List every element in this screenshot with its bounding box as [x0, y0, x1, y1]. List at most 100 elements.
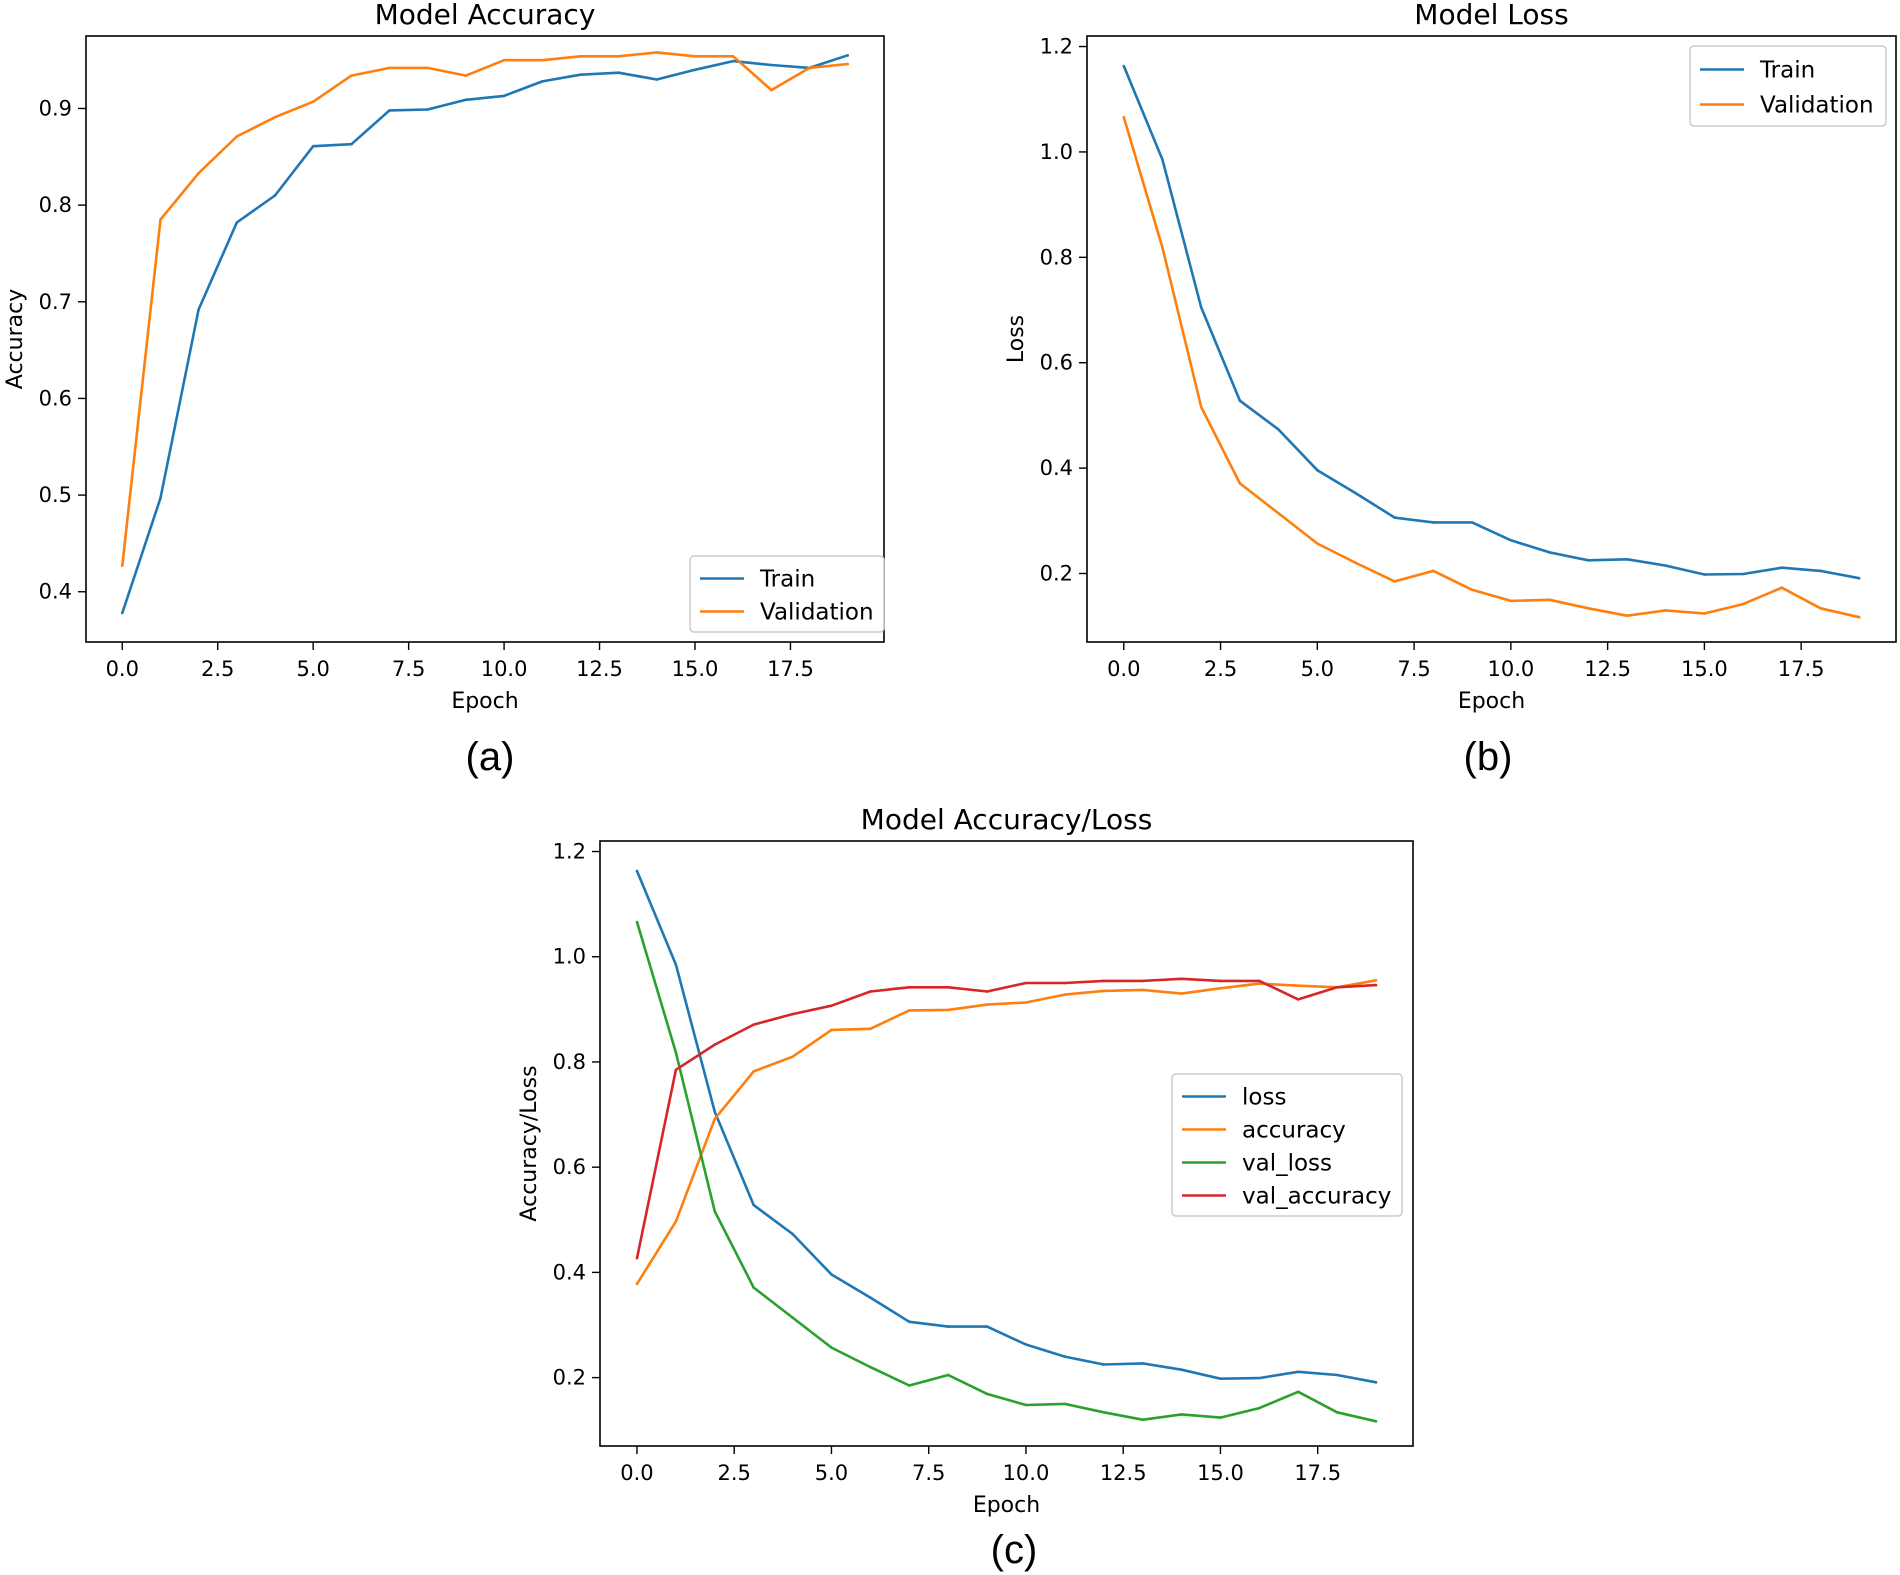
data-point-val_accuracy: [1296, 998, 1300, 1001]
series-line-Validation: [1122, 116, 1860, 619]
data-point-Train: [1354, 492, 1358, 495]
data-point-val_loss: [1024, 1403, 1028, 1407]
data-point-Train: [502, 94, 506, 98]
data-point-Validation: [159, 218, 162, 221]
data-point-Train: [120, 611, 124, 615]
data-point-Validation: [350, 74, 353, 77]
data-point-Train: [426, 108, 430, 111]
data-point-Train: [388, 109, 391, 112]
x-tick-label: 0.0: [620, 1461, 653, 1485]
x-tick-label: 12.5: [576, 657, 623, 681]
data-point-Train: [770, 63, 773, 67]
data-point-loss: [1258, 1376, 1261, 1380]
data-point-Validation: [1548, 598, 1551, 602]
legend-label-Train: Train: [1759, 58, 1815, 84]
chart-a: Model Accuracy 0.0 2.5 5.0 7.5 10.0 12.5 15.0 17…: [3, 0, 885, 714]
y-tick-label: 0.8: [553, 1050, 586, 1074]
caption-b: (b): [1463, 735, 1513, 779]
x-tick-label: 7.5: [912, 1461, 945, 1485]
x-tick-label: 10.0: [1003, 1461, 1050, 1485]
chart-title: Model Accuracy/Loss: [861, 803, 1153, 836]
data-point-Train: [464, 98, 468, 102]
y-tick-label: 1.0: [1040, 140, 1073, 164]
data-point-loss: [1180, 1368, 1183, 1372]
legend-label-Validation: Validation: [760, 600, 874, 626]
x-tick-label: 15.0: [1197, 1461, 1244, 1485]
y-tick-label: 1.2: [553, 840, 586, 864]
data-point-accuracy: [869, 1027, 872, 1031]
data-point-accuracy: [985, 1003, 989, 1006]
legend-label-val_accuracy: val_accuracy: [1242, 1184, 1391, 1210]
data-point-Train: [617, 71, 620, 75]
data-point-Train: [693, 68, 697, 72]
data-point-Validation: [540, 58, 544, 62]
data-point-loss: [713, 1110, 717, 1114]
data-point-loss: [635, 869, 639, 873]
data-point-Train: [1316, 468, 1319, 472]
data-point-val_accuracy: [1102, 979, 1106, 983]
data-point-Validation: [1664, 609, 1667, 612]
x-tick-label: 15.0: [672, 657, 719, 681]
data-point-Train: [540, 80, 544, 83]
data-point-Validation: [1122, 115, 1126, 119]
data-point-val_loss: [791, 1316, 794, 1319]
data-point-val_loss: [1374, 1419, 1378, 1423]
series-line-Train: [1122, 65, 1860, 580]
data-point-Train: [655, 78, 659, 81]
data-point-accuracy: [1219, 987, 1222, 990]
data-point-val_loss: [1335, 1411, 1339, 1414]
data-point-Train: [273, 194, 277, 197]
data-point-Validation: [579, 54, 582, 58]
data-point-val_accuracy: [1063, 981, 1067, 985]
y-axis-label: Accuracy/Loss: [517, 1065, 542, 1221]
data-point-val_loss: [752, 1286, 755, 1289]
data-point-accuracy: [830, 1028, 833, 1032]
x-tick-label: 5.0: [1301, 657, 1334, 681]
data-point-val_accuracy: [869, 990, 872, 993]
data-point-Validation: [1509, 599, 1513, 603]
y-tick-label: 0.2: [553, 1366, 586, 1390]
y-tick-label: 0.8: [1040, 245, 1073, 269]
data-point-val_loss: [1063, 1402, 1067, 1406]
caption-a: (a): [465, 735, 515, 779]
x-tick-label: 17.5: [767, 657, 814, 681]
series-line-accuracy: [635, 979, 1377, 1285]
data-point-accuracy: [946, 1008, 950, 1012]
data-point-Train: [159, 496, 162, 500]
data-point-val_loss: [946, 1373, 950, 1377]
data-point-Validation: [1857, 615, 1861, 619]
x-tick-label: 7.5: [1397, 657, 1430, 681]
data-point-val_accuracy: [946, 985, 950, 989]
data-point-val_loss: [1258, 1406, 1261, 1410]
data-point-Validation: [617, 54, 620, 58]
y-tick-label: 0.8: [39, 193, 72, 217]
data-point-Train: [1548, 551, 1551, 554]
data-point-Validation: [1625, 614, 1629, 617]
data-point-Train: [1199, 306, 1203, 309]
data-point-Validation: [1741, 602, 1745, 606]
chart-title: Model Accuracy: [375, 0, 596, 31]
data-point-val_loss: [1219, 1416, 1222, 1419]
data-point-val_accuracy: [674, 1068, 678, 1072]
data-point-val_loss: [985, 1392, 989, 1396]
series-line-val_accuracy: [635, 977, 1377, 1259]
data-point-val_accuracy: [752, 1023, 755, 1026]
x-tick-label: 2.5: [1204, 657, 1237, 681]
data-point-Validation: [1819, 606, 1822, 610]
data-point-loss: [1102, 1363, 1106, 1366]
data-point-val_loss: [1141, 1418, 1144, 1421]
data-point-Validation: [1586, 606, 1590, 610]
data-point-val_loss: [869, 1365, 872, 1369]
data-point-Train: [1161, 158, 1164, 162]
data-point-Validation: [273, 115, 277, 119]
x-tick-label: 15.0: [1681, 657, 1728, 681]
data-point-accuracy: [1141, 988, 1144, 992]
data-point-val_accuracy: [1258, 979, 1261, 983]
plot-frame: [1086, 35, 1897, 643]
x-tick-label: 5.0: [296, 657, 329, 681]
x-tick-label: 17.5: [1778, 657, 1825, 681]
y-tick-label: 0.7: [39, 290, 72, 314]
data-point-Validation: [120, 564, 124, 567]
data-point-accuracy: [752, 1070, 755, 1073]
